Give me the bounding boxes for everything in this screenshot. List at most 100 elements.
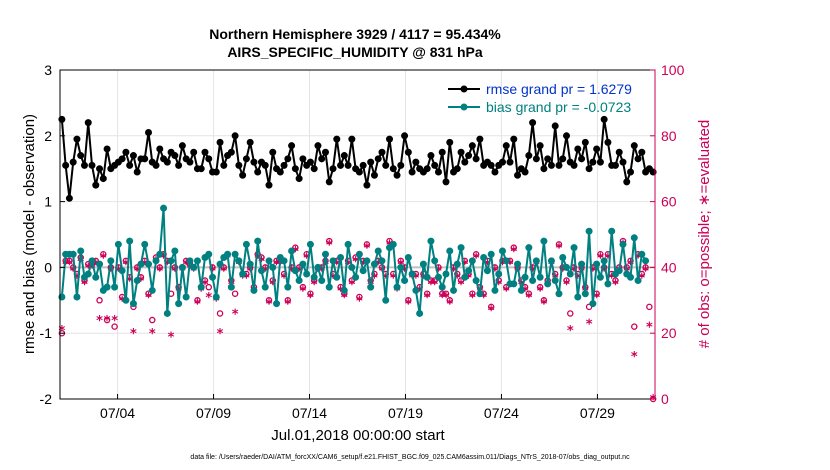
bias-point (382, 296, 390, 304)
obs-evaluated-point: * (119, 294, 126, 309)
bias-point (171, 247, 179, 255)
rmse-point (269, 148, 277, 156)
bias-point (235, 257, 243, 265)
rmse-point (280, 161, 288, 169)
bias-point (514, 260, 522, 268)
rmse-point (344, 161, 352, 169)
obs-possible-point (567, 310, 574, 317)
bias-point (333, 273, 341, 281)
grid (60, 69, 655, 400)
obs-possible-point (423, 290, 431, 297)
obs-evaluated-point: * (269, 278, 276, 293)
legend-bias-label: bias grand pr = -0.0723 (486, 99, 631, 115)
rmse-point (239, 171, 247, 179)
obs-evaluated-point: * (292, 245, 299, 260)
bias-point (254, 237, 262, 245)
obs-evaluated-point: * (503, 284, 510, 299)
bias-point (630, 234, 638, 242)
obs-evaluated-point: * (299, 284, 306, 299)
left-tick-label: -2 (40, 391, 53, 407)
bias-point (596, 273, 604, 281)
bias-point (442, 270, 450, 278)
bias-point (224, 250, 232, 258)
obs-possible-point (642, 264, 649, 271)
obs-evaluated-point: * (239, 271, 246, 286)
obs-evaluated-point: * (126, 275, 133, 290)
obs-evaluated-point: * (541, 298, 548, 313)
rmse-point (585, 165, 593, 173)
obs-evaluated-point: * (156, 265, 163, 280)
obs-possible-point (363, 241, 371, 248)
bias-point (521, 273, 529, 281)
rmse-point (457, 148, 465, 156)
obs-evaluated-point: * (348, 278, 355, 293)
obs-evaluated-point: * (420, 271, 427, 286)
bias-point (141, 240, 149, 248)
right-tick-label: 60 (661, 194, 677, 210)
rmse-point (630, 142, 638, 150)
rmse-point (284, 155, 292, 163)
bias-point (156, 250, 164, 258)
rmse-point (96, 165, 104, 173)
obs-evaluated-point: * (458, 278, 465, 293)
bias-point (348, 263, 356, 271)
bias-point (615, 267, 623, 275)
bias-point (574, 293, 582, 301)
obs-evaluated-point: * (635, 252, 642, 267)
obs-evaluated-point: * (171, 265, 178, 280)
obs-evaluated-point: * (296, 265, 303, 280)
rmse-point (596, 158, 604, 166)
bias-point (329, 257, 337, 265)
rmse-point (446, 138, 454, 146)
rmse-point (555, 161, 563, 169)
rmse-point (254, 168, 262, 176)
bias-point (118, 267, 126, 275)
x-tick-label: 07/24 (484, 405, 519, 421)
bias-point (160, 204, 168, 212)
rmse-point (476, 135, 484, 143)
obs-evaluated-point: * (330, 271, 337, 286)
rmse-point (386, 135, 394, 143)
obs-evaluated-point: * (646, 321, 653, 336)
obs-evaluated-point: * (232, 307, 239, 322)
rmse-point (129, 152, 137, 160)
bias-point (133, 277, 141, 285)
rmse-point (163, 158, 171, 166)
bias-point (273, 300, 281, 308)
bias-point (178, 263, 186, 271)
rmse-point (465, 152, 473, 160)
obs-evaluated-point: * (288, 265, 295, 280)
bias-point (227, 283, 235, 291)
bias-point (487, 250, 495, 258)
x-tick-label: 07/29 (580, 405, 615, 421)
rmse-point (156, 145, 164, 153)
bias-point (344, 240, 352, 248)
bias-point (318, 277, 326, 285)
rmse-point (306, 158, 314, 166)
bias-point (73, 293, 81, 301)
obs-evaluated-point: * (134, 265, 141, 280)
bias-point (502, 257, 510, 265)
rmse-point (291, 165, 299, 173)
bias-point (457, 244, 465, 252)
right-axis: 0 20 40 60 80 100 (650, 62, 685, 407)
obs-possible-point (231, 290, 239, 297)
bias-point (250, 286, 258, 294)
obs-evaluated-point: * (495, 278, 502, 293)
bias-point (401, 277, 409, 285)
obs-evaluated-point: * (507, 258, 514, 273)
obs-evaluated-point: * (70, 265, 77, 280)
rmse-point (250, 158, 258, 166)
rmse-point (491, 168, 499, 176)
bias-point (186, 257, 194, 265)
rmse-point (627, 168, 635, 176)
obs-possible-point (597, 250, 604, 258)
obs-evaluated-point: * (62, 258, 69, 273)
obs-evaluated-point: * (262, 265, 269, 280)
obs-evaluated-point: * (96, 314, 103, 329)
bias-point (510, 280, 518, 288)
bias-point (355, 250, 363, 258)
legend-bias-marker (460, 103, 468, 111)
bias-point (638, 250, 646, 258)
